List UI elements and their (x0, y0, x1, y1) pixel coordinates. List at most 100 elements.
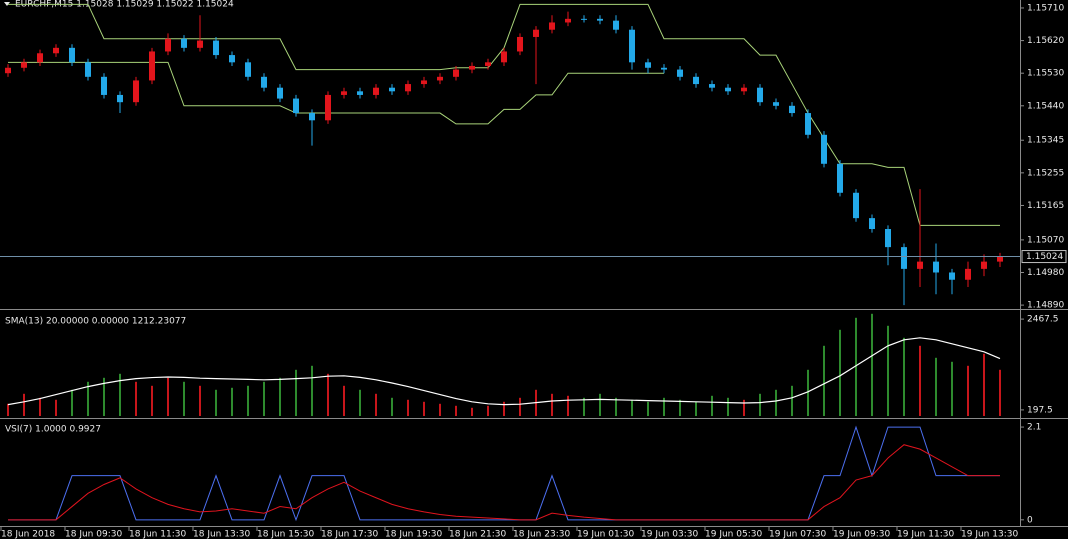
y-tick-label: 1.15345 (1027, 136, 1064, 146)
x-tick-label: 18 Jun 19:30 (385, 530, 442, 539)
candle-body (949, 272, 955, 280)
candle-body (469, 65, 475, 70)
volume-bar (679, 399, 681, 416)
volume-bar (151, 385, 153, 416)
y-tick-label: 1.15440 (1027, 101, 1064, 111)
indicator-line (8, 3, 1000, 226)
last-price-label: 1.15024 (1026, 252, 1063, 262)
menu-triangle[interactable] (4, 2, 10, 6)
volume-bar (935, 357, 937, 416)
x-tick-label: 18 Jun 13:30 (193, 530, 250, 539)
candle-body (693, 76, 699, 85)
candle-body (645, 62, 651, 68)
volume-bar (359, 389, 361, 416)
volume-bar (263, 381, 265, 416)
volume-bar (551, 393, 553, 416)
y-tick-label: 2.1 (1027, 423, 1041, 433)
candle-body (741, 87, 747, 92)
y-tick-label: 197.5 (1027, 405, 1053, 415)
candle-body (309, 113, 315, 121)
volume-bar (215, 389, 217, 416)
volume-bar (87, 381, 89, 416)
volume-bar (791, 385, 793, 416)
candle-body (501, 51, 507, 63)
volume-bar (295, 369, 297, 416)
x-tick-label: 19 Jun 11:30 (897, 530, 954, 539)
candle-body (837, 163, 843, 193)
volume-bar (903, 337, 905, 416)
y-tick-label: 1.15255 (1027, 168, 1064, 178)
candle-body (773, 102, 779, 106)
volume-bar (487, 405, 489, 416)
x-tick-label: 18 Jun 23:30 (513, 530, 570, 539)
candle-body (597, 18, 603, 21)
candle-body (101, 76, 107, 95)
candle-body (661, 67, 667, 70)
candle-body (997, 256, 1003, 262)
volume-bar (343, 385, 345, 416)
candle-body (453, 69, 459, 77)
candle-body (565, 18, 571, 23)
x-tick-label: 18 Jun 2018 (1, 530, 55, 539)
volume-bar (375, 393, 377, 416)
volume-bar (183, 381, 185, 416)
volume-bar (775, 389, 777, 416)
candle-body (293, 98, 299, 114)
volume-bar (39, 397, 41, 416)
y-tick-label: 1.14980 (1027, 268, 1064, 278)
candle-body (373, 87, 379, 95)
y-tick-label: 1.15530 (1027, 69, 1064, 79)
candle-body (885, 229, 891, 248)
indicator-line (8, 444, 1000, 521)
volume-bar (615, 397, 617, 416)
x-tick-label: 19 Jun 07:30 (769, 530, 826, 539)
volume-bar (695, 401, 697, 416)
volume-bar (951, 361, 953, 416)
candle-body (725, 87, 731, 92)
candle-body (421, 80, 427, 85)
candle-body (277, 87, 283, 99)
candle-body (213, 40, 219, 56)
candle-body (917, 261, 923, 269)
volume-bar (103, 377, 105, 416)
x-tick-label: 18 Jun 15:30 (257, 530, 314, 539)
indicator-line (8, 425, 1000, 522)
y-tick-label: 1.14890 (1027, 301, 1064, 311)
chart-title: EURCHF,M15 1.15028 1.15029 1.15022 1.150… (15, 0, 234, 10)
candle-body (37, 53, 43, 63)
candle-body (805, 113, 811, 135)
volume-bar (631, 399, 633, 416)
volume-bar (391, 397, 393, 416)
y-tick-label: 1.15070 (1027, 235, 1064, 245)
candle-body (261, 76, 267, 88)
volume-bar (583, 397, 585, 416)
volume-bar (599, 393, 601, 416)
candle-body (869, 218, 875, 230)
volume-bar (439, 403, 441, 416)
volume-bar (855, 317, 857, 416)
volume-bar (471, 407, 473, 416)
volume-bar (55, 399, 57, 416)
candle-body (197, 40, 203, 48)
volume-bar (167, 377, 169, 416)
volume-bar (967, 365, 969, 416)
candle-body (85, 62, 91, 77)
volume-bar (663, 397, 665, 416)
volume-bar (807, 369, 809, 416)
candle-body (389, 87, 395, 92)
volume-bar (311, 365, 313, 416)
candle-body (485, 62, 491, 66)
volume-bar (871, 313, 873, 416)
x-tick-label: 19 Jun 09:30 (833, 530, 890, 539)
candle-body (341, 91, 347, 95)
volume-bar (519, 397, 521, 416)
candle-body (709, 84, 715, 88)
x-tick-label: 18 Jun 17:30 (321, 530, 378, 539)
candle-body (533, 29, 539, 37)
candle-body (549, 22, 555, 30)
volume-bar (503, 401, 505, 416)
candle-body (437, 76, 443, 81)
candle-body (581, 18, 587, 20)
